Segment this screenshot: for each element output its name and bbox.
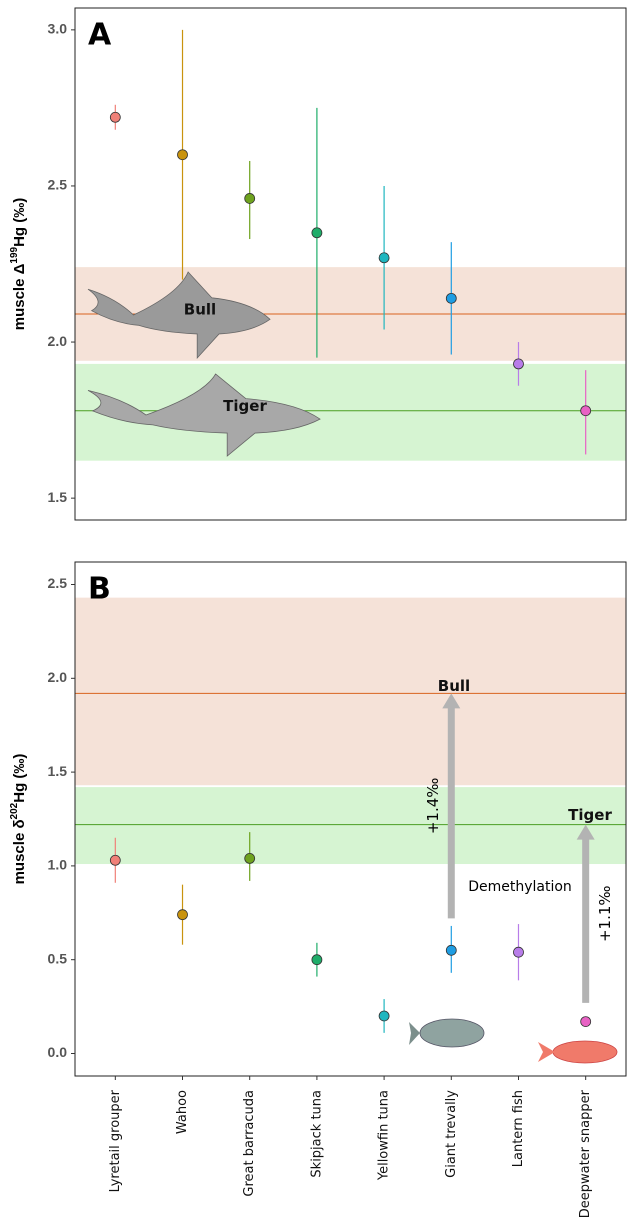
point	[312, 228, 322, 238]
point	[446, 293, 456, 303]
y-tick-label: 1.5	[48, 763, 68, 779]
arrow-label: +1.1‰	[596, 885, 614, 942]
x-tick-label: Skipjack tuna	[309, 1090, 324, 1178]
y-tick-label: 1.5	[48, 489, 68, 505]
fish-snapper-tail	[538, 1042, 555, 1062]
band-label: Bull	[438, 677, 470, 695]
panel: Bull Tiger 1.5 2.0 2.5 3.0 muscle Δ199Hg (‰) A	[9, 8, 626, 520]
fish-trevally	[420, 1019, 484, 1047]
annotation: Demethylation	[468, 879, 572, 895]
range-band	[75, 787, 626, 864]
fish-trevally-tail	[409, 1022, 420, 1045]
range-band	[75, 598, 626, 786]
point	[581, 1017, 591, 1027]
x-tick-label: Wahoo	[175, 1090, 190, 1134]
point	[581, 406, 591, 416]
y-axis-title-part: 199	[9, 246, 20, 263]
y-tick-label: 3.0	[48, 21, 68, 37]
arrow-label: +1.4‰	[424, 778, 442, 835]
band-label: Tiger	[568, 806, 612, 824]
fish-snapper	[553, 1041, 617, 1063]
panel-label: B	[88, 572, 111, 607]
x-tick-label: Great barracuda	[242, 1090, 257, 1197]
point	[379, 253, 389, 263]
y-axis-title-part: 202	[9, 802, 20, 819]
point	[379, 1011, 389, 1021]
y-tick-label: 0.5	[48, 950, 68, 966]
x-tick-label: Yellowfin tuna	[377, 1090, 392, 1181]
point	[245, 193, 255, 203]
panel-label: A	[88, 18, 112, 53]
point	[446, 945, 456, 955]
x-tick-label: Deepwater snapper	[578, 1089, 593, 1218]
point	[178, 910, 188, 920]
y-tick-label: 1.0	[48, 857, 68, 873]
y-tick-label: 0.0	[48, 1044, 68, 1060]
point	[513, 947, 523, 957]
band-label: Tiger	[223, 397, 267, 415]
point	[178, 150, 188, 160]
y-axis-title: muscle Δ199Hg (‰)	[9, 198, 28, 331]
point	[110, 112, 120, 122]
y-tick-label: 2.0	[48, 333, 68, 349]
y-tick-label: 2.0	[48, 669, 68, 685]
y-axis-title-part: Hg (‰)	[11, 198, 28, 247]
y-axis-title-part: muscle Δ	[11, 263, 28, 330]
x-tick-label: Lyretail grouper	[108, 1089, 123, 1192]
point	[513, 359, 523, 369]
point	[110, 855, 120, 865]
plot-area	[75, 598, 626, 864]
x-tick-label: Lantern fish	[511, 1090, 526, 1167]
y-tick-label: 2.5	[48, 575, 68, 591]
band-label: Bull	[184, 300, 216, 318]
y-axis-title-part: muscle δ	[11, 819, 28, 884]
figure: Demethylation Bull Tiger 1.5 2.0 2.5 3.0 muscl…	[0, 0, 627, 1232]
point	[312, 955, 322, 965]
x-tick-label: Giant trevally	[444, 1090, 459, 1178]
y-tick-label: 2.5	[48, 177, 68, 193]
y-axis-title-part: Hg (‰)	[11, 754, 28, 803]
y-axis-title: muscle δ202Hg (‰)	[9, 754, 28, 885]
point	[245, 853, 255, 863]
plot-area	[75, 267, 626, 461]
